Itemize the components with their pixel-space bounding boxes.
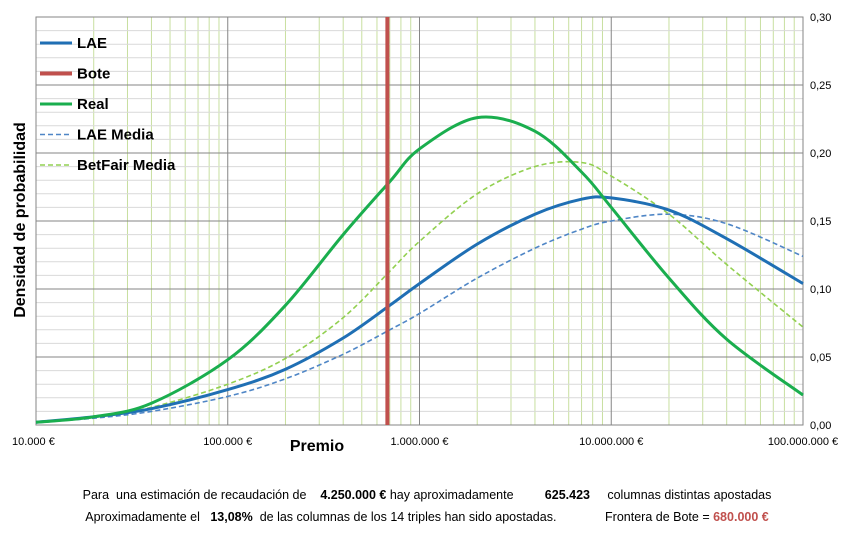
porcentaje-value: 13,08% — [210, 510, 253, 524]
series-betfair-media-line — [35, 160, 804, 424]
y-tick-label: 0,30 — [810, 12, 831, 24]
probability-density-chart: 0,00 0,05 0,10 0,15 0,20 0,25 0,30 10.000 € 100… — [12, 12, 838, 455]
footer-text: Frontera de Bote = — [605, 510, 710, 524]
footer-text: hay aproximadamente — [389, 488, 514, 502]
footer-text: columnas distintas apostadas — [607, 488, 772, 502]
y-tick-label: 0,25 — [810, 80, 831, 92]
y-tick-label: 0,05 — [810, 352, 831, 364]
series-real-line — [35, 115, 804, 424]
y-axis-ticks: 0,00 0,05 0,10 0,15 0,20 0,25 0,30 — [810, 12, 831, 432]
y-axis-title: Densidad de probabilidad — [12, 122, 29, 318]
series-lae-media-line — [35, 213, 804, 424]
y-tick-label: 0,15 — [810, 216, 831, 228]
legend: LAE Bote Real LAE Media BetFair Media — [40, 35, 176, 174]
x-tick-label: 1.000.000 € — [390, 436, 448, 448]
columnas-value: 625.423 — [544, 488, 590, 502]
x-axis-title: Premio — [290, 438, 344, 455]
y-tick-label: 0,00 — [810, 420, 831, 432]
footer-text: de las columnas de los 14 triples han si… — [259, 510, 557, 524]
legend-label-lae-media: LAE Media — [77, 127, 154, 144]
frontera-value: 680.000 € — [713, 510, 769, 524]
footer-text: Aproximadamente el — [85, 510, 200, 524]
grid — [35, 16, 804, 426]
y-tick-label: 0,10 — [810, 284, 831, 296]
x-axis-ticks: 10.000 € 100.000 € 1.000.000 € 10.000.000 €… — [12, 436, 838, 448]
legend-label-betfair-media: BetFair Media — [77, 157, 176, 174]
series — [35, 17, 804, 425]
series-lae-line — [35, 195, 804, 424]
recaudacion-value: 4.250.000 € — [320, 488, 387, 502]
footer-line-2: Aproximadamente el 13,08% de las columna… — [0, 510, 854, 524]
x-tick-label: 100.000 € — [203, 436, 252, 448]
x-tick-label: 10.000.000 € — [579, 436, 643, 448]
legend-label-lae: LAE — [77, 35, 107, 52]
legend-label-bote: Bote — [77, 66, 110, 83]
legend-label-real: Real — [77, 96, 109, 113]
footer-text: Para una estimación de recaudación de — [82, 488, 307, 502]
x-tick-label: 10.000 € — [12, 436, 55, 448]
x-tick-label: 100.000.000 € — [768, 436, 838, 448]
y-tick-label: 0,20 — [810, 148, 831, 160]
footer-line-1: Para una estimación de recaudación de 4.… — [0, 488, 854, 502]
